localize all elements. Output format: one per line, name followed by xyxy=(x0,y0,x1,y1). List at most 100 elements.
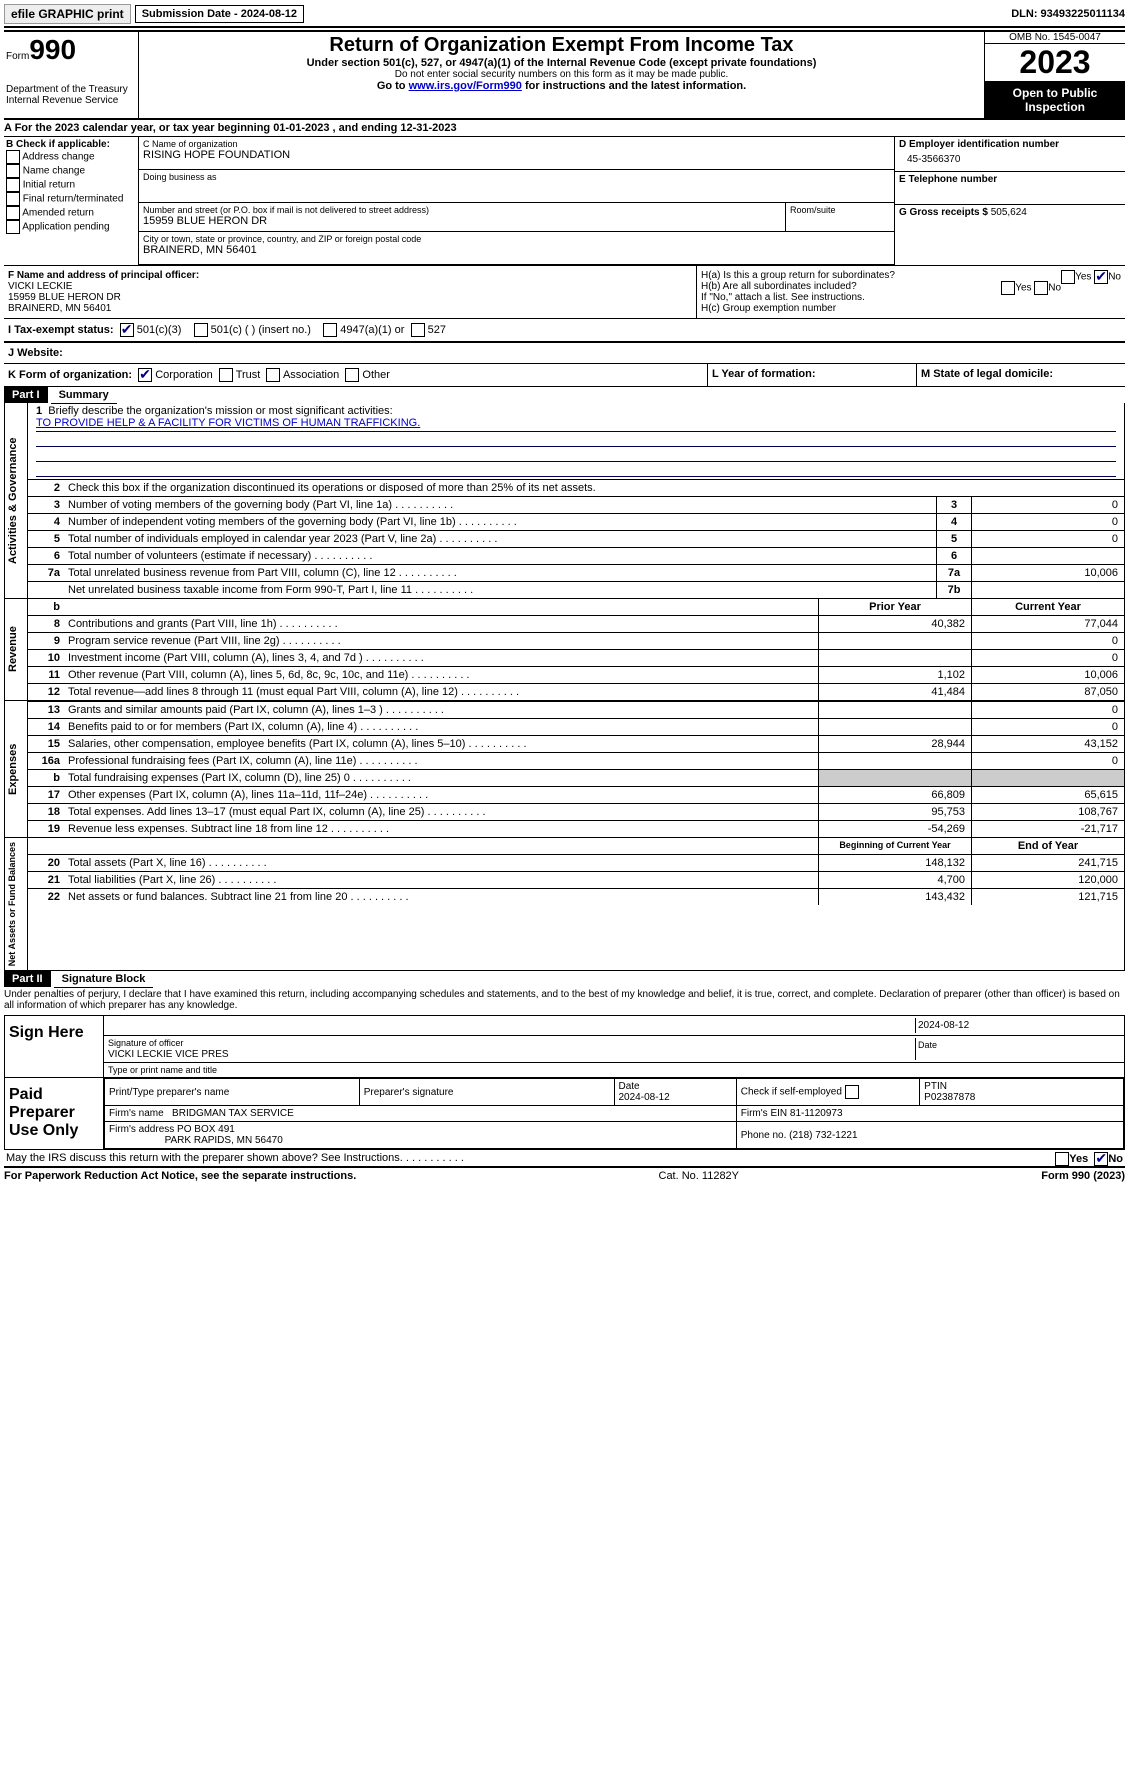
paperwork-notice: For Paperwork Reduction Act Notice, see … xyxy=(4,1170,356,1182)
revenue-section: Revenue b Prior Year Current Year 8Contr… xyxy=(4,599,1125,701)
paid-preparer-label: Paid Preparer Use Only xyxy=(5,1078,104,1149)
summary-row: 12Total revenue—add lines 8 through 11 (… xyxy=(28,683,1124,700)
part2-header: Part II Signature Block xyxy=(4,971,1125,987)
summary-row: 7aTotal unrelated business revenue from … xyxy=(28,564,1124,581)
summary-row: 10Investment income (Part VIII, column (… xyxy=(28,649,1124,666)
summary-row: 16aProfessional fundraising fees (Part I… xyxy=(28,752,1124,769)
h-c-label: H(c) Group exemption number xyxy=(701,303,1121,314)
efile-print-button[interactable]: efile GRAPHIC print xyxy=(4,4,131,24)
box-d-e-g: D Employer identification number 45-3566… xyxy=(894,137,1125,265)
goto-suffix: for instructions and the latest informat… xyxy=(522,80,746,92)
officer-name: VICKI LECKIE xyxy=(8,281,692,292)
summary-row: 14Benefits paid to or for members (Part … xyxy=(28,718,1124,735)
form-title: Return of Organization Exempt From Incom… xyxy=(141,34,982,57)
ein-label: D Employer identification number xyxy=(899,139,1121,150)
officer-street: 15959 BLUE HERON DR xyxy=(8,292,692,303)
part1-title: Summary xyxy=(51,387,117,404)
form-subtitle: Under section 501(c), 527, or 4947(a)(1)… xyxy=(141,57,982,69)
part2-badge: Part II xyxy=(4,971,51,987)
chk-initial-return[interactable]: Initial return xyxy=(6,178,136,192)
officer-signature-name: VICKI LECKIE VICE PRES xyxy=(108,1049,229,1060)
status-label: I Tax-exempt status: xyxy=(8,324,114,336)
chk-other[interactable] xyxy=(345,368,359,382)
chk-name-change[interactable]: Name change xyxy=(6,164,136,178)
irs-label: Internal Revenue Service xyxy=(6,95,136,106)
sign-here-label: Sign Here xyxy=(5,1016,104,1077)
form-number: 990 xyxy=(29,34,76,65)
end-year-hdr: End of Year xyxy=(971,838,1124,854)
sign-date: 2024-08-12 xyxy=(915,1018,1120,1033)
chk-address-change[interactable]: Address change xyxy=(6,150,136,164)
chk-501c3[interactable] xyxy=(120,323,134,337)
chk-trust[interactable] xyxy=(219,368,233,382)
prior-year-hdr: Prior Year xyxy=(818,599,971,615)
mission-question: Briefly describe the organization's miss… xyxy=(48,405,392,417)
summary-row: 4Number of independent voting members of… xyxy=(28,513,1124,530)
summary-row: Net unrelated business taxable income fr… xyxy=(28,581,1124,598)
chk-assoc[interactable] xyxy=(266,368,280,382)
room-label: Room/suite xyxy=(790,205,890,215)
chk-app-pending[interactable]: Application pending xyxy=(6,220,136,234)
city-value: BRAINERD, MN 56401 xyxy=(143,244,890,256)
summary-row: 22Net assets or fund balances. Subtract … xyxy=(28,888,1124,905)
ptin: P02387878 xyxy=(924,1092,975,1103)
gross-receipts-value: 505,624 xyxy=(991,207,1027,218)
chk-final-return[interactable]: Final return/terminated xyxy=(6,192,136,206)
mission-answer: TO PROVIDE HELP & A FACILITY FOR VICTIMS… xyxy=(36,417,1116,432)
summary-row: bTotal fundraising expenses (Part IX, co… xyxy=(28,769,1124,786)
chk-corp[interactable] xyxy=(138,368,152,382)
box-b: B Check if applicable: Address change Na… xyxy=(4,137,139,265)
summary-row: 21Total liabilities (Part X, line 26)4,7… xyxy=(28,871,1124,888)
street-label: Number and street (or P.O. box if mail i… xyxy=(143,205,781,215)
officer-label: F Name and address of principal officer: xyxy=(8,270,692,281)
gross-receipts-label: G Gross receipts $ xyxy=(899,207,988,218)
top-bar: efile GRAPHIC print Submission Date - 20… xyxy=(4,4,1125,28)
summary-row: 8Contributions and grants (Part VIII, li… xyxy=(28,615,1124,632)
omb-number: OMB No. 1545-0047 xyxy=(985,32,1125,43)
website-label: J Website: xyxy=(8,347,63,359)
side-netassets: Net Assets or Fund Balances xyxy=(5,838,28,970)
h-a-label: H(a) Is this a group return for subordin… xyxy=(701,270,895,281)
chk-527[interactable] xyxy=(411,323,425,337)
summary-row: 18Total expenses. Add lines 13–17 (must … xyxy=(28,803,1124,820)
chk-4947[interactable] xyxy=(323,323,337,337)
expenses-section: Expenses 13Grants and similar amounts pa… xyxy=(4,701,1125,838)
begin-year-hdr: Beginning of Current Year xyxy=(818,838,971,854)
open-inspection: Open to Public Inspection xyxy=(985,82,1125,118)
summary-row: 3Number of voting members of the governi… xyxy=(28,496,1124,513)
signature-block: Sign Here 2024-08-12 Signature of office… xyxy=(4,1015,1125,1150)
row-k-l-m: K Form of organization: Corporation Trus… xyxy=(4,364,1125,387)
summary-row: 17Other expenses (Part IX, column (A), l… xyxy=(28,786,1124,803)
current-year-hdr: Current Year xyxy=(971,599,1124,615)
side-revenue: Revenue xyxy=(5,599,28,700)
dln: DLN: 93493225011134 xyxy=(1011,8,1125,20)
tax-exempt-status: I Tax-exempt status: 501(c)(3) 501(c) ( … xyxy=(4,318,1125,342)
summary-row: 13Grants and similar amounts paid (Part … xyxy=(28,701,1124,718)
org-name: RISING HOPE FOUNDATION xyxy=(143,149,890,161)
chk-501c[interactable] xyxy=(194,323,208,337)
firm-name: BRIDGMAN TAX SERVICE xyxy=(172,1108,294,1119)
box-c: C Name of organization RISING HOPE FOUND… xyxy=(139,137,894,265)
box-b-title: B Check if applicable: xyxy=(6,139,136,150)
cat-number: Cat. No. 11282Y xyxy=(356,1170,1041,1182)
entity-block: B Check if applicable: Address change Na… xyxy=(4,136,1125,265)
summary-row: 20Total assets (Part X, line 16)148,1322… xyxy=(28,854,1124,871)
summary-row: 15Salaries, other compensation, employee… xyxy=(28,735,1124,752)
summary-row: 19Revenue less expenses. Subtract line 1… xyxy=(28,820,1124,837)
firm-ein: 81-1120973 xyxy=(790,1108,843,1119)
firm-addr2: PARK RAPIDS, MN 56470 xyxy=(165,1135,283,1146)
org-name-label: C Name of organization xyxy=(143,139,890,149)
firm-phone: (218) 732-1221 xyxy=(789,1130,857,1141)
form-org-label: K Form of organization: xyxy=(8,369,132,381)
penalty-statement: Under penalties of perjury, I declare th… xyxy=(4,987,1125,1013)
side-governance: Activities & Governance xyxy=(5,403,28,598)
line2-text: Check this box if the organization disco… xyxy=(64,480,1124,496)
ssn-note: Do not enter social security numbers on … xyxy=(141,69,982,80)
line-a: A For the 2023 calendar year, or tax yea… xyxy=(4,120,1125,136)
state-domicile: M State of legal domicile: xyxy=(921,368,1053,380)
chk-amended[interactable]: Amended return xyxy=(6,206,136,220)
street-value: 15959 BLUE HERON DR xyxy=(143,215,781,227)
part1-header: Part I Summary xyxy=(4,387,1125,403)
irs-link[interactable]: www.irs.gov/Form990 xyxy=(409,80,522,92)
side-expenses: Expenses xyxy=(5,701,28,837)
